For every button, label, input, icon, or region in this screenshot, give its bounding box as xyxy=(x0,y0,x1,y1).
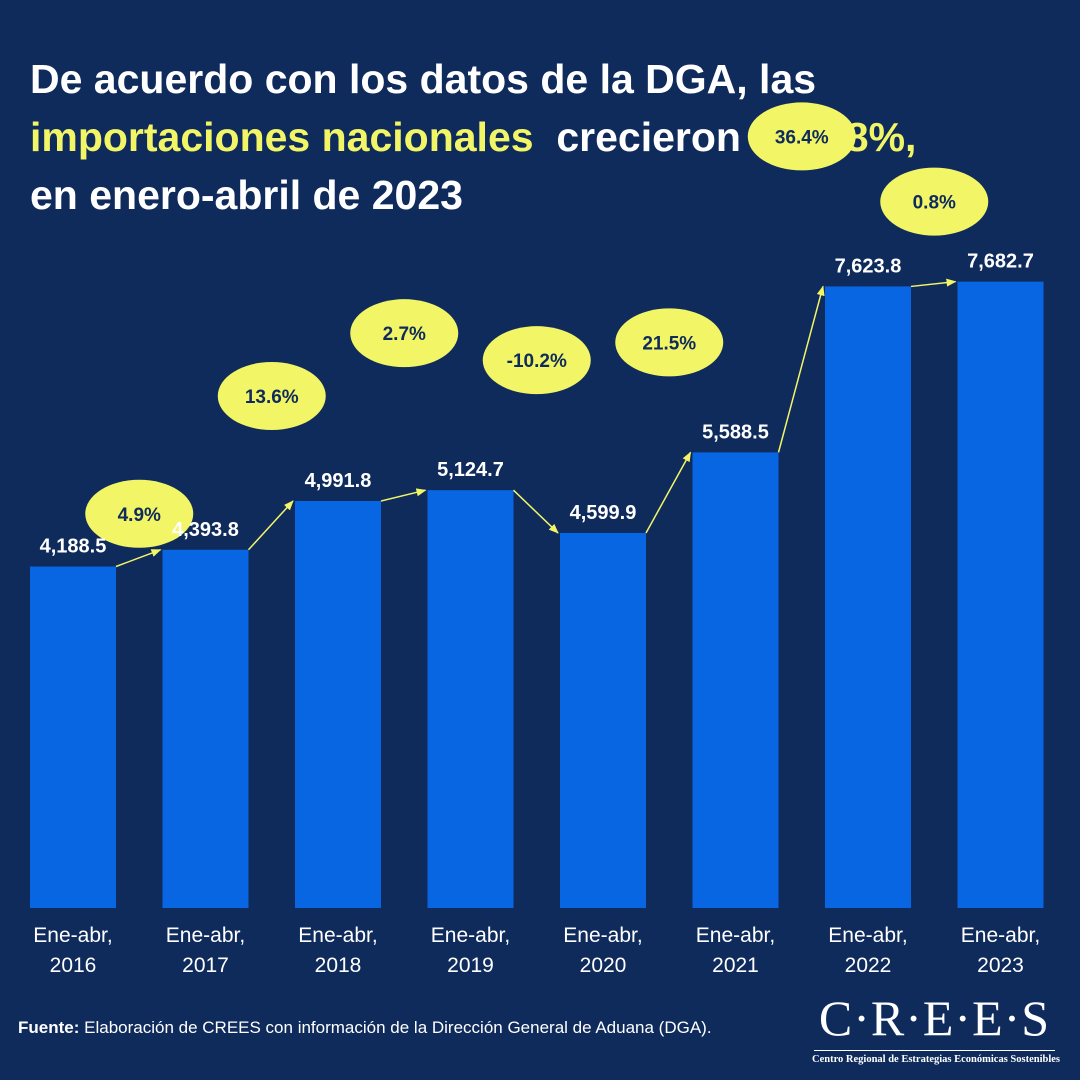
growth-label-6: 36.4% xyxy=(775,127,829,148)
value-label-2021: 5,588.5 xyxy=(702,421,769,443)
x-tick-label-2018-line-2: 2018 xyxy=(315,954,362,977)
x-tick-label-2022-line-1: Ene-abr, xyxy=(828,924,907,947)
growth-bubble-5 xyxy=(615,308,724,377)
growth-label-7: 0.8% xyxy=(913,193,956,214)
growth-arrow-1 xyxy=(115,549,162,568)
growth-arrow-7 xyxy=(910,278,957,288)
x-tick-label-2019-line-1: Ene-abr, xyxy=(431,924,510,947)
growth-arrow-6 xyxy=(777,285,825,453)
bar-2021 xyxy=(692,452,779,908)
x-tick-label-2017-line-2: 2017 xyxy=(182,954,229,977)
growth-label-5: 21.5% xyxy=(642,333,696,354)
value-label-2020: 4,599.9 xyxy=(570,502,637,524)
x-tick-label-2016-line-1: Ene-abr, xyxy=(33,924,112,947)
bar-2020 xyxy=(560,532,646,908)
bar-2022 xyxy=(825,286,911,909)
x-tick-label-2021-line-2: 2021 xyxy=(712,954,759,977)
growth-bubble-3 xyxy=(350,299,459,368)
source-text: Elaboración de CREES con información de … xyxy=(84,1018,712,1037)
x-tick-label-2022-line-2: 2022 xyxy=(845,954,892,977)
title-highlight-imports: importaciones nacionales xyxy=(30,114,534,160)
x-tick-label-2020-line-1: Ene-abr, xyxy=(563,924,642,947)
bar-2016 xyxy=(30,566,116,908)
x-tick-label-2017-line-1: Ene-abr, xyxy=(166,924,245,947)
value-label-2016: 4,188.5 xyxy=(40,536,107,558)
growth-label-4: -10.2% xyxy=(507,351,567,372)
x-tick-label-2020-line-2: 2020 xyxy=(580,954,627,977)
growth-arrow-5 xyxy=(645,451,692,534)
growth-bubble-7 xyxy=(880,167,989,236)
growth-label-1: 4.9% xyxy=(118,505,161,526)
growth-bubble-4 xyxy=(482,326,591,395)
bar-2017 xyxy=(162,549,249,908)
bar-2023 xyxy=(957,281,1044,908)
bar-2019 xyxy=(427,490,514,908)
title-line-3: en enero-abril de 2023 xyxy=(30,172,463,218)
growth-arrow-2 xyxy=(247,500,294,551)
crees-logo: C·R·E·E·S Centro Regional de Estrategias… xyxy=(812,990,1061,1065)
x-tick-label-2018-line-1: Ene-abr, xyxy=(298,924,377,947)
logo-divider xyxy=(814,1050,1055,1051)
growth-arrow-3 xyxy=(380,488,427,502)
growth-bubble-2 xyxy=(217,362,326,431)
source-label: Fuente: xyxy=(18,1018,80,1037)
value-label-2022: 7,623.8 xyxy=(835,255,902,277)
growth-bubble-6 xyxy=(747,102,856,171)
x-tick-label-2023-line-2: 2023 xyxy=(977,954,1024,977)
x-tick-label-2019-line-2: 2019 xyxy=(447,954,494,977)
source-note: Fuente: Elaboración de CREES con informa… xyxy=(18,1018,712,1038)
logo-name: C·R·E·E·S xyxy=(818,990,1051,1046)
growth-label-2: 13.6% xyxy=(245,387,299,408)
growth-bubble-1 xyxy=(85,479,194,548)
value-label-2023: 7,682.7 xyxy=(967,251,1034,273)
value-label-2019: 5,124.7 xyxy=(437,459,504,481)
logo-subtitle: Centro Regional de Estrategias Económica… xyxy=(812,1054,1061,1065)
growth-arrow-4 xyxy=(512,489,559,534)
value-label-2018: 4,991.8 xyxy=(305,470,372,492)
x-tick-label-2021-line-1: Ene-abr, xyxy=(696,924,775,947)
title-line-1: De acuerdo con los datos de la DGA, las xyxy=(30,56,817,102)
value-label-2017: 4,393.8 xyxy=(172,519,239,541)
growth-label-3: 2.7% xyxy=(383,324,426,345)
chart-title: De acuerdo con los datos de la DGA, las i… xyxy=(30,50,1050,224)
bar-2018 xyxy=(295,501,381,908)
x-tick-label-2016-line-2: 2016 xyxy=(50,954,97,977)
x-tick-label-2023-line-1: Ene-abr, xyxy=(961,924,1040,947)
